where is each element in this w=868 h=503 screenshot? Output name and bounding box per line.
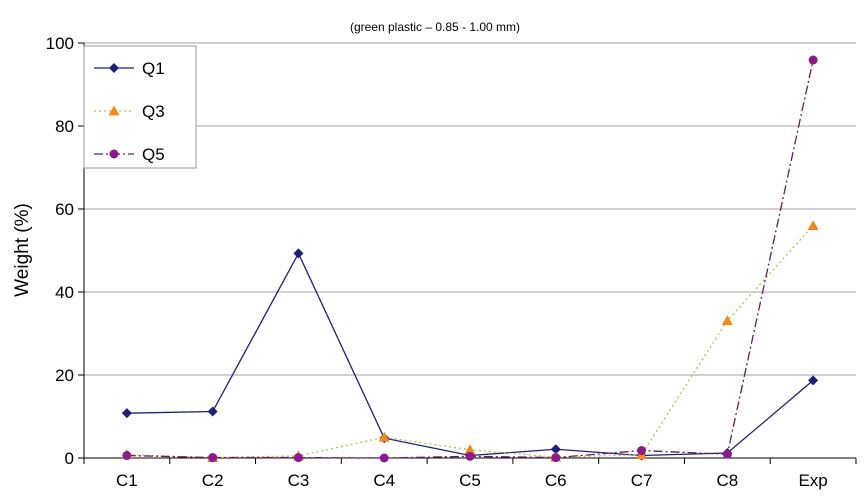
x-tick-label: C8 (716, 471, 738, 490)
legend-marker-q1 (109, 63, 119, 73)
x-tick-label: C5 (459, 471, 481, 490)
legend: Q1 Q3 Q5 (83, 45, 197, 169)
data-point-q5 (293, 453, 303, 463)
legend-label-q1: Q1 (142, 59, 165, 78)
series-line-q3 (126, 225, 814, 459)
y-axis-title: Weight (%) (12, 203, 33, 297)
x-tick-label: C3 (288, 471, 310, 490)
data-point-q5 (637, 446, 647, 456)
legend-label-q3: Q3 (142, 102, 165, 121)
data-point-q3 (378, 431, 390, 442)
data-point-q1 (550, 444, 561, 455)
data-point-q5 (722, 449, 732, 459)
x-tick-label: C4 (373, 471, 395, 490)
series-line-q5 (126, 59, 814, 459)
data-point-q5 (122, 451, 132, 461)
data-point-q3 (464, 444, 476, 455)
x-tick-label: C6 (545, 471, 567, 490)
data-point-q5 (465, 451, 475, 461)
data-point-q5 (208, 453, 218, 463)
legend-marker-q3 (108, 105, 120, 116)
series-q3 (121, 220, 819, 462)
gridlines (84, 42, 856, 376)
series-q5 (122, 55, 818, 463)
y-tick-label: 0 (65, 449, 74, 468)
legend-label-q5: Q5 (142, 145, 165, 164)
y-tick-label: 60 (55, 200, 74, 219)
data-point-q5 (808, 55, 818, 65)
data-point-q1 (808, 375, 819, 386)
data-point-q1 (121, 408, 132, 419)
x-tick-label: Exp (798, 471, 827, 490)
x-tick-label: C7 (631, 471, 653, 490)
chart-title: (green plastic – 0.85 - 1.00 mm) (350, 20, 520, 34)
x-tick-label: C1 (116, 471, 138, 490)
y-tick-label: 80 (55, 117, 74, 136)
series-group (121, 55, 819, 463)
x-tick-label: C2 (202, 471, 224, 490)
legend-box (83, 45, 197, 169)
y-tick-label: 40 (55, 283, 74, 302)
series-q1 (121, 248, 819, 461)
data-point-q5 (379, 453, 389, 463)
y-tick-labels: 0 20 40 60 80 100 (46, 34, 74, 468)
data-point-q3 (721, 315, 733, 326)
data-point-q1 (207, 406, 218, 417)
data-point-q1 (293, 248, 304, 259)
data-point-q3 (807, 220, 819, 230)
legend-marker-q5 (109, 149, 119, 159)
y-tick-label: 20 (55, 366, 74, 385)
x-tick-labels: C1 C2 C3 C4 C5 C6 C7 C8 Exp (116, 471, 828, 490)
series-line-q1 (126, 251, 814, 457)
y-tick-label: 100 (46, 34, 74, 53)
data-point-q5 (551, 453, 561, 463)
